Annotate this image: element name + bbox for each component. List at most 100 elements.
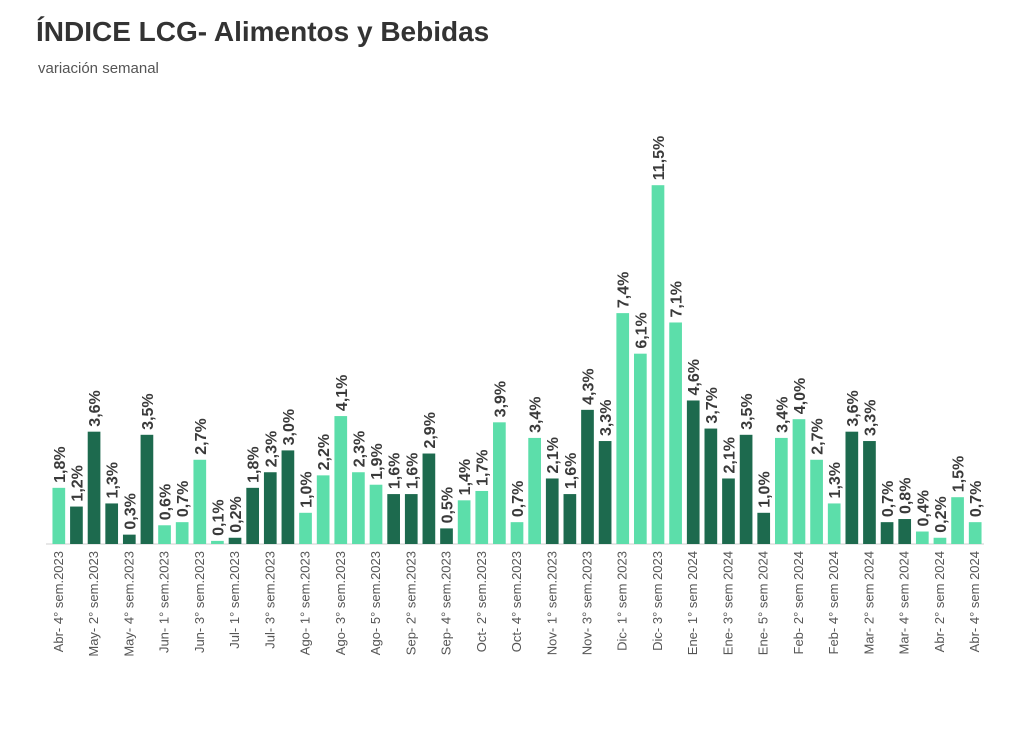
bar <box>757 512 771 544</box>
bar <box>140 434 154 544</box>
data-label: 3,3% <box>598 400 615 436</box>
data-label: 1,5% <box>951 456 968 492</box>
data-label: 0,2% <box>228 496 245 532</box>
data-label: 1,8% <box>52 446 69 482</box>
x-tick-label: Sep- 2° sem.2023 <box>403 551 418 655</box>
bar <box>739 434 753 544</box>
bar <box>457 500 471 544</box>
x-tick-label: Jun- 3° sem.2023 <box>192 551 207 653</box>
data-label: 1,3% <box>105 462 122 498</box>
bar <box>281 450 295 544</box>
bar <box>334 416 348 544</box>
bar <box>704 428 718 544</box>
bar <box>634 353 647 544</box>
data-label: 3,4% <box>774 396 791 432</box>
bar <box>158 525 171 544</box>
data-label: 1,8% <box>246 446 263 482</box>
x-tick-label: Dic- 1° sem 2023 <box>615 551 630 651</box>
chart-subtitle: variación semanal <box>38 60 159 77</box>
x-tick-label: Ene- 1° sem 2024 <box>685 551 700 655</box>
data-label: 3,9% <box>492 381 509 417</box>
bar <box>951 497 964 544</box>
bar <box>545 478 559 544</box>
data-label: 2,1% <box>545 437 562 473</box>
bar <box>316 475 330 544</box>
bar <box>598 441 612 544</box>
bar <box>915 531 929 544</box>
data-label: 3,5% <box>140 393 157 429</box>
data-label: 0,5% <box>440 487 457 523</box>
bar <box>404 494 418 544</box>
bar <box>87 431 101 544</box>
data-label: 1,2% <box>69 465 86 501</box>
x-tick-label: Dic- 3° sem 2023 <box>650 551 665 651</box>
data-label: 3,4% <box>528 396 545 432</box>
data-label: 0,7% <box>510 481 527 517</box>
bar <box>651 185 665 544</box>
data-label: 3,3% <box>862 400 879 436</box>
x-tick-label: Mar- 2° sem 2024 <box>861 551 876 654</box>
data-label: 7,1% <box>669 281 686 317</box>
bar <box>105 503 119 544</box>
x-tick-label: Oct- 2° sem.2023 <box>474 551 489 652</box>
data-label: 1,4% <box>457 459 474 495</box>
data-label: 0,4% <box>915 490 932 526</box>
data-label: 0,7% <box>880 481 897 517</box>
bar <box>880 522 894 544</box>
bar <box>968 522 982 544</box>
data-label: 2,9% <box>422 412 439 448</box>
bar <box>898 519 912 544</box>
x-tick-label: May- 4° sem.2023 <box>121 551 136 657</box>
bar <box>810 459 823 544</box>
x-tick-label: Ago- 5° sem.2023 <box>368 551 383 655</box>
bar <box>228 537 242 544</box>
bar <box>669 322 682 544</box>
data-label: 0,6% <box>158 484 175 520</box>
data-label: 1,0% <box>757 471 774 507</box>
x-tick-label: Sep- 4° sem.2023 <box>439 551 454 655</box>
bar <box>863 441 876 544</box>
data-label: 1,9% <box>369 443 386 479</box>
bar <box>493 422 506 544</box>
x-tick-label: Abr- 2° sem 2024 <box>932 551 947 652</box>
data-label: 4,3% <box>580 368 597 404</box>
data-label: 6,1% <box>633 312 650 348</box>
chart-title: ÍNDICE LCG- Alimentos y Bebidas <box>36 16 490 47</box>
data-label: 2,3% <box>263 431 280 467</box>
bar <box>175 522 189 544</box>
bar <box>263 472 277 544</box>
bar <box>440 528 453 544</box>
data-label: 4,0% <box>792 378 809 414</box>
x-tick-label: Abr- 4° sem 2024 <box>967 551 982 652</box>
bar <box>387 494 400 544</box>
bar <box>827 503 841 544</box>
x-tick-label: Ene- 5° sem 2024 <box>756 551 771 655</box>
bar <box>299 512 312 544</box>
bar <box>581 409 594 544</box>
data-label: 0,2% <box>933 496 950 532</box>
bar <box>422 453 436 544</box>
data-label: 1,6% <box>563 453 580 489</box>
bar <box>616 313 630 544</box>
bar <box>246 487 260 544</box>
data-label: 4,6% <box>686 359 703 395</box>
bar <box>510 522 524 544</box>
data-label: 2,7% <box>193 418 210 454</box>
x-tick-label: Ago- 1° sem.2023 <box>298 551 313 655</box>
bar <box>70 506 83 544</box>
x-tick-label: Jul- 1° sem.2023 <box>227 551 242 649</box>
bar <box>845 431 859 544</box>
data-label: 1,6% <box>387 453 404 489</box>
bar <box>722 478 735 544</box>
x-tick-label: Oct- 4° sem.2023 <box>509 551 524 652</box>
data-label: 3,0% <box>281 409 298 445</box>
x-tick-label: Jun- 1° sem.2023 <box>157 551 172 653</box>
x-tick-label: Abr- 4° sem.2023 <box>51 551 66 652</box>
data-label: 3,7% <box>704 387 721 423</box>
data-label: 1,0% <box>299 471 316 507</box>
data-label: 0,8% <box>898 478 915 514</box>
data-label: 1,6% <box>404 453 421 489</box>
data-label: 7,4% <box>616 272 633 308</box>
bar <box>211 540 224 544</box>
